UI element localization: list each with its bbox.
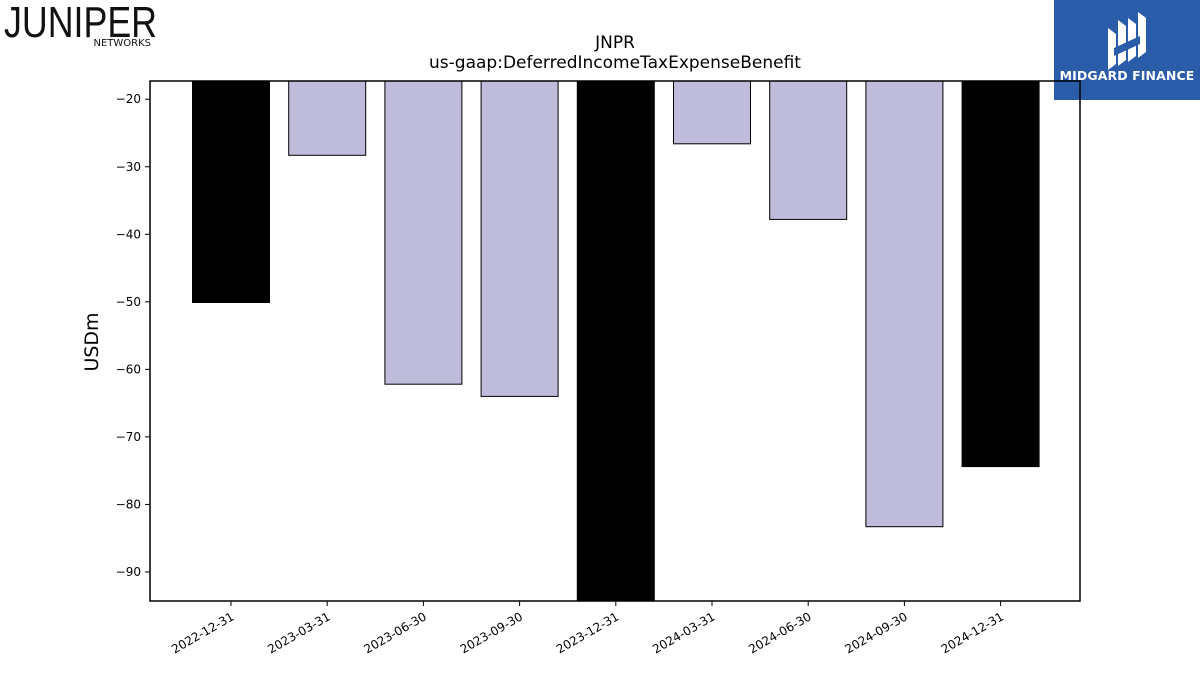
x-tick-label: 2024-06-30	[746, 609, 813, 656]
midgard-finance-logo: MIDGARD FINANCE	[1054, 0, 1200, 100]
x-tick-label: 2024-09-30	[842, 609, 909, 656]
bar-2023-03-31	[288, 80, 367, 156]
x-tick-label: 2022-12-31	[169, 609, 236, 656]
y-tick-label: −30	[116, 160, 141, 174]
midgard-finance-wordmark: MIDGARD FINANCE	[1059, 68, 1195, 83]
y-tick-label: −70	[116, 430, 141, 444]
x-tick-label: 2024-03-31	[650, 609, 717, 656]
x-tick-label: 2023-03-31	[265, 609, 332, 656]
bar-2024-12-31	[961, 80, 1040, 468]
chart-subtitle: us-gaap:DeferredIncomeTaxExpenseBenefit	[429, 53, 801, 73]
bar-2023-06-30	[384, 80, 463, 385]
plot-frame	[149, 80, 1081, 602]
x-tick-label: 2023-06-30	[361, 609, 428, 656]
bar-2023-09-30	[480, 80, 559, 397]
bar-2023-12-31	[576, 80, 655, 602]
x-axis: 2022-12-31 2023-03-31 2023-06-30 2023-09-30…	[169, 601, 1006, 656]
chart-title: JNPR	[594, 33, 635, 53]
juniper-logo: JUNIPER NETWORKS	[4, 0, 164, 50]
juniper-logo-wordmark: JUNIPER	[4, 2, 157, 47]
x-tick-label: 2023-12-31	[554, 609, 621, 656]
y-tick-label: −20	[116, 92, 141, 106]
x-tick-label: 2023-09-30	[458, 609, 525, 656]
y-tick-label: −90	[116, 565, 141, 579]
juniper-logo-subtext: NETWORKS	[93, 38, 151, 49]
y-axis: −20 −30 −40 −50 −60 −70 −80 −90	[116, 92, 150, 579]
y-tick-label: −80	[116, 497, 141, 511]
y-axis-label: USDm	[81, 312, 103, 371]
midgard-mark-icon	[1108, 12, 1146, 70]
bar-2024-03-31	[673, 80, 751, 145]
y-tick-label: −40	[116, 227, 141, 241]
y-tick-label: −50	[116, 295, 141, 309]
bar-2024-09-30	[865, 80, 944, 528]
bars-group	[192, 80, 1040, 602]
y-tick-label: −60	[116, 362, 141, 376]
bar-2022-12-31	[192, 80, 270, 303]
x-tick-label: 2024-12-31	[939, 609, 1006, 656]
bar-2024-06-30	[769, 80, 848, 220]
